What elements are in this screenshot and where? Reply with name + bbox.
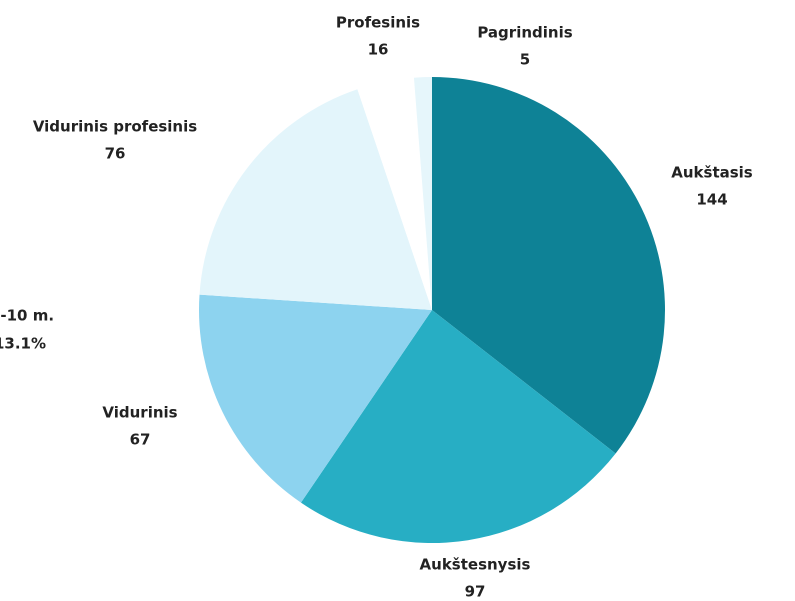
pie-slice: [357, 77, 432, 310]
slice-label: Vidurinis: [102, 404, 177, 422]
slice-value: 67: [130, 431, 151, 449]
slice-value: 144: [696, 191, 727, 209]
slice-label: Aukštasis: [671, 164, 753, 182]
annotation: 13.1%: [0, 335, 46, 353]
slice-label: Pagrindinis: [477, 24, 572, 42]
slice-value: 16: [368, 41, 389, 59]
slice-label: Aukštesnysis: [420, 556, 531, 574]
pie-slice: [432, 77, 665, 454]
pie-slice: [413, 77, 432, 310]
pie-slice: [300, 310, 616, 543]
slice-label: Vidurinis profesinis: [33, 118, 197, 136]
slice-label: Profesinis: [336, 14, 420, 32]
slice-value: 97: [465, 583, 486, 601]
annotation: 5-10 m.: [0, 307, 54, 325]
slice-value: 5: [520, 51, 530, 69]
pie-slice: [199, 294, 432, 503]
slice-value: 76: [105, 145, 126, 163]
pie-slice: [199, 89, 432, 310]
